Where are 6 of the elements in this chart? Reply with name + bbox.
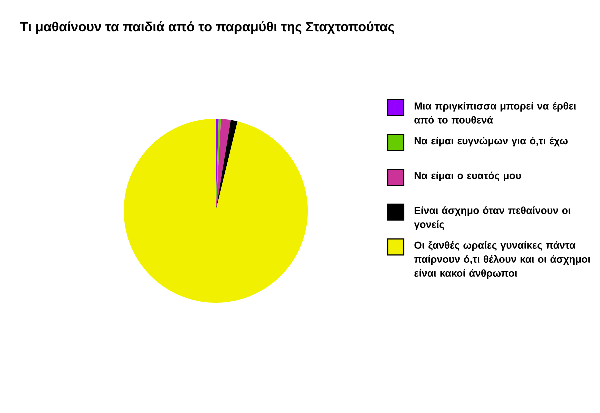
legend-label: Να είμαι ευγνώμων για ό,τι έχω: [414, 137, 568, 147]
legend-label: Μια πριγκίπισσα μπορεί να έρθει από το πουθενά: [414, 102, 576, 124]
chart-title: Τι μαθαίνουν τα παιδιά από το παραμύθι της Σταχτοπούτας: [20, 22, 394, 34]
legend-label: Οι ξανθές ωραίες γυναίκες πάντα παίρνουν ό,τι θέλουν και οι άσχημοι είναι κακοί άνθρωποι: [414, 241, 590, 280]
legend-label: Είναι άσχημο όταν πεθαίνουν οι γονείς: [414, 206, 571, 230]
legend-label: Να είμαι ο ευατός μου: [414, 172, 522, 182]
